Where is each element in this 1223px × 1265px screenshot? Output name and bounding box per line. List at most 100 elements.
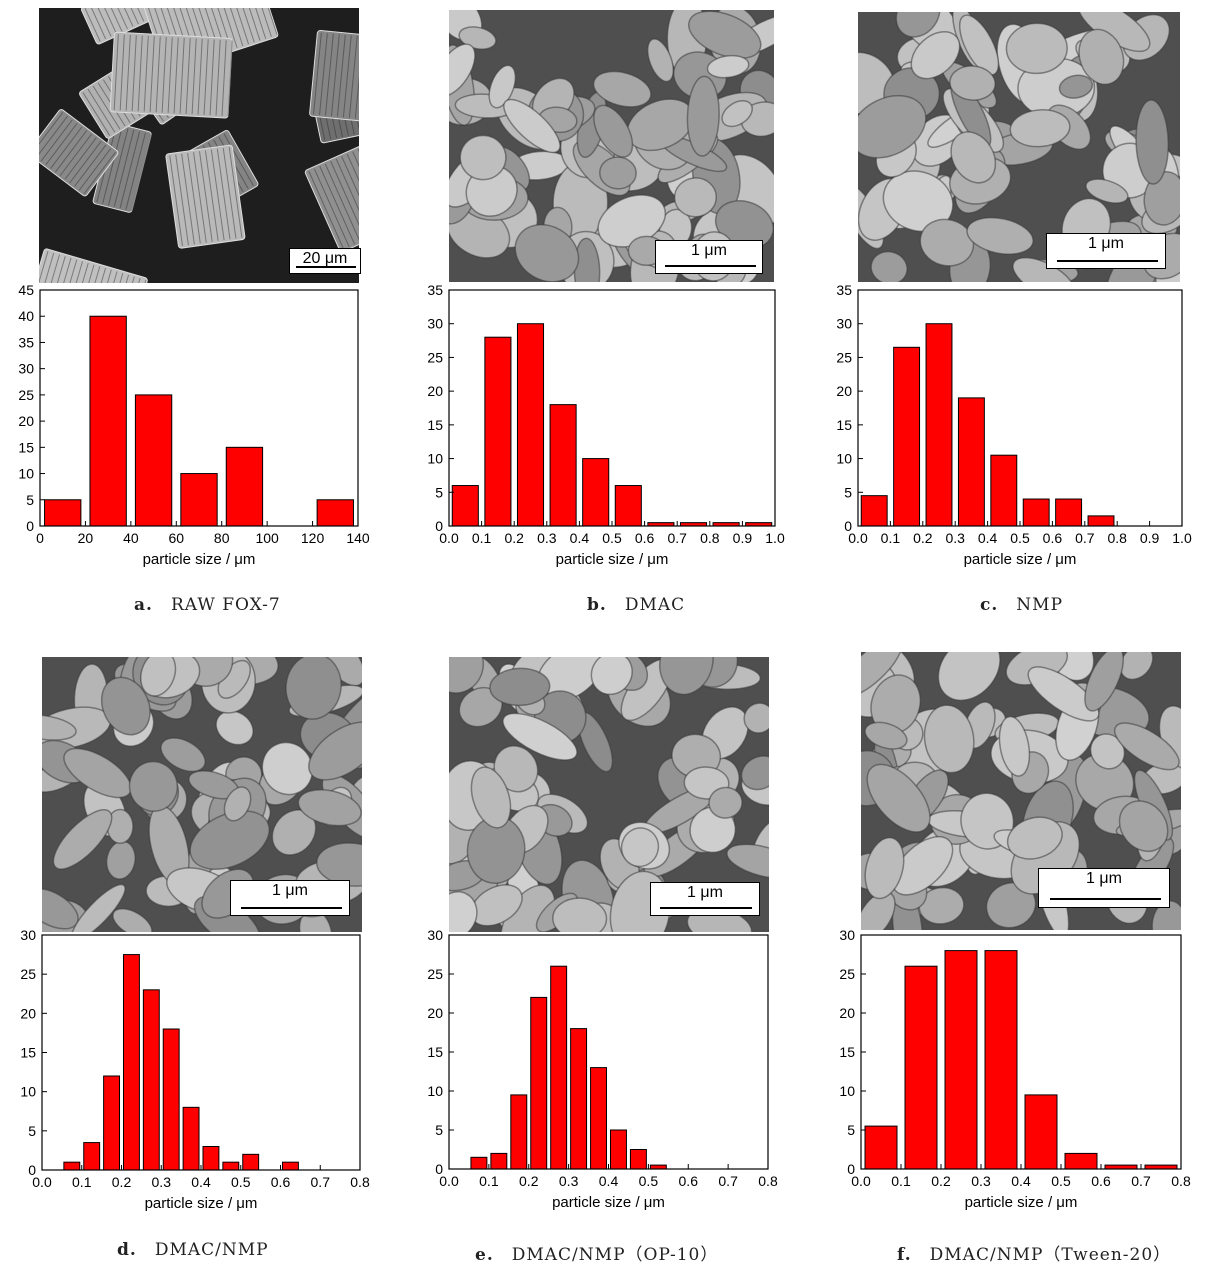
- y-tick-label: 20: [836, 383, 852, 399]
- scale-bar-label: 1 μm: [1086, 870, 1122, 887]
- histogram-e: 0.0 0.1 0.2 0.3 0.4 0.5 0.6 0.7 0.8 0 5 10 15 20 25 30 p…: [427, 927, 778, 1211]
- caption-text: DMAC/NMP（Tween-20）: [929, 1245, 1172, 1265]
- y-tick-label: 35: [427, 282, 443, 298]
- x-tick-label: 0.0: [439, 1173, 459, 1189]
- x-axis-label: particle size / μm: [965, 1194, 1078, 1211]
- bar: [1087, 515, 1115, 527]
- x-tick-label: 0.5: [602, 530, 622, 546]
- y-tick-label: 25: [20, 966, 36, 982]
- scale-bar-label: 1 μm: [272, 882, 308, 899]
- y-tick-label: 5: [28, 1123, 36, 1139]
- caption-text: DMAC/NMP: [154, 1240, 269, 1260]
- bar: [470, 1156, 488, 1170]
- y-tick-label: 35: [18, 334, 34, 350]
- bar: [134, 394, 173, 527]
- x-tick-label: 0.5: [1051, 1173, 1071, 1189]
- caption-b: b. DMAC: [587, 595, 685, 615]
- x-tick-label: 0.6: [1091, 1173, 1111, 1189]
- x-tick-label: 0.8: [350, 1174, 370, 1190]
- x-tick-label: 0.7: [718, 1173, 738, 1189]
- y-tick-label: 0: [28, 1162, 36, 1178]
- plot-frame: [448, 934, 769, 1170]
- bar: [180, 473, 218, 527]
- bar: [1024, 1094, 1058, 1170]
- x-tick-label: 140: [346, 530, 370, 546]
- bar: [63, 1161, 81, 1171]
- x-tick-label: 0.7: [1131, 1173, 1151, 1189]
- bar: [550, 965, 568, 1170]
- y-tick-label: 40: [18, 308, 34, 324]
- x-tick-label: 0.1: [881, 530, 901, 546]
- histogram-c: 0.0 0.1 0.2 0.3 0.4 0.5 0.6 0.7 0.8 0.9 1.0 0 5 10 15 2…: [836, 282, 1192, 568]
- x-tick-label: 40: [123, 530, 139, 546]
- x-axis-label: particle size / μm: [964, 551, 1077, 568]
- caption-text: DMAC/NMP（OP-10）: [511, 1245, 719, 1265]
- x-tick-label: 80: [214, 530, 230, 546]
- caption-letter: a.: [134, 595, 153, 615]
- x-tick-label: 0.6: [271, 1174, 291, 1190]
- y-tick-label: 30: [427, 316, 443, 332]
- scale-bar-a: 20 μm: [289, 248, 361, 274]
- x-tick-label: 0.1: [891, 1173, 911, 1189]
- x-tick-label: 0.8: [758, 1173, 778, 1189]
- bar: [89, 315, 127, 527]
- x-tick-label: 0.2: [931, 1173, 951, 1189]
- bar: [860, 495, 888, 527]
- bar: [925, 323, 953, 527]
- y-tick-label: 15: [839, 1044, 855, 1060]
- y-tick-label: 30: [18, 361, 34, 377]
- y-tick-label: 25: [427, 966, 443, 982]
- bar: [142, 989, 160, 1171]
- x-tick-label: 0.3: [945, 530, 965, 546]
- y-tick-label: 5: [435, 484, 443, 500]
- bar: [893, 346, 921, 527]
- x-tick-label: 0.4: [1011, 1173, 1031, 1189]
- scale-bar-line: [296, 266, 356, 268]
- scale-bar-line: [665, 265, 756, 267]
- y-tick-label: 5: [844, 484, 852, 500]
- y-tick-label: 25: [836, 349, 852, 365]
- sem-image-e: [449, 657, 769, 932]
- y-tick-label: 5: [26, 492, 34, 508]
- bar: [1055, 498, 1083, 527]
- x-tick-label: 0.9: [733, 530, 753, 546]
- bar: [629, 1149, 647, 1170]
- scale-bar-e: 1 μm: [650, 882, 760, 916]
- bar: [225, 446, 264, 527]
- y-tick-label: 15: [18, 439, 34, 455]
- y-tick-label: 25: [427, 349, 443, 365]
- scale-bar-label: 20 μm: [302, 250, 348, 267]
- scale-bar-line: [1057, 260, 1158, 262]
- caption-letter: e.: [475, 1245, 494, 1265]
- y-tick-label: 20: [839, 1005, 855, 1021]
- bar: [44, 499, 82, 527]
- bar: [162, 1028, 180, 1171]
- bar: [242, 1153, 260, 1171]
- x-tick-label: 0.1: [472, 530, 492, 546]
- y-tick-label: 15: [20, 1045, 36, 1061]
- x-tick-label: 0.1: [479, 1173, 499, 1189]
- x-axis-label: particle size / μm: [143, 551, 256, 568]
- x-axis-label: particle size / μm: [556, 551, 669, 568]
- bar: [451, 485, 479, 527]
- x-tick-label: 0.6: [635, 530, 655, 546]
- y-tick-label: 20: [18, 413, 34, 429]
- scale-bar-label: 1 μm: [1088, 235, 1124, 252]
- y-tick-label: 30: [20, 927, 36, 943]
- bar: [222, 1161, 240, 1171]
- x-tick-label: 0.8: [1171, 1173, 1191, 1189]
- bar: [510, 1094, 528, 1170]
- x-tick-label: 0.2: [504, 530, 524, 546]
- caption-d: d. DMAC/NMP: [117, 1240, 269, 1260]
- x-tick-label: 0.0: [848, 530, 868, 546]
- histogram-a: 0 20 40 60 80 100 120 140 0 5 10 15 20 25 30 35 40 45 part…: [18, 282, 369, 568]
- y-tick-label: 5: [847, 1122, 855, 1138]
- scale-bar-c: 1 μm: [1046, 233, 1166, 269]
- x-tick-label: 0.0: [32, 1174, 52, 1190]
- caption-f: f. DMAC/NMP（Tween-20）: [897, 1240, 1171, 1265]
- y-tick-label: 20: [20, 1005, 36, 1021]
- x-tick-label: 0.4: [978, 530, 998, 546]
- y-tick-label: 25: [839, 966, 855, 982]
- y-tick-label: 30: [427, 927, 443, 943]
- scale-bar-line: [660, 907, 752, 909]
